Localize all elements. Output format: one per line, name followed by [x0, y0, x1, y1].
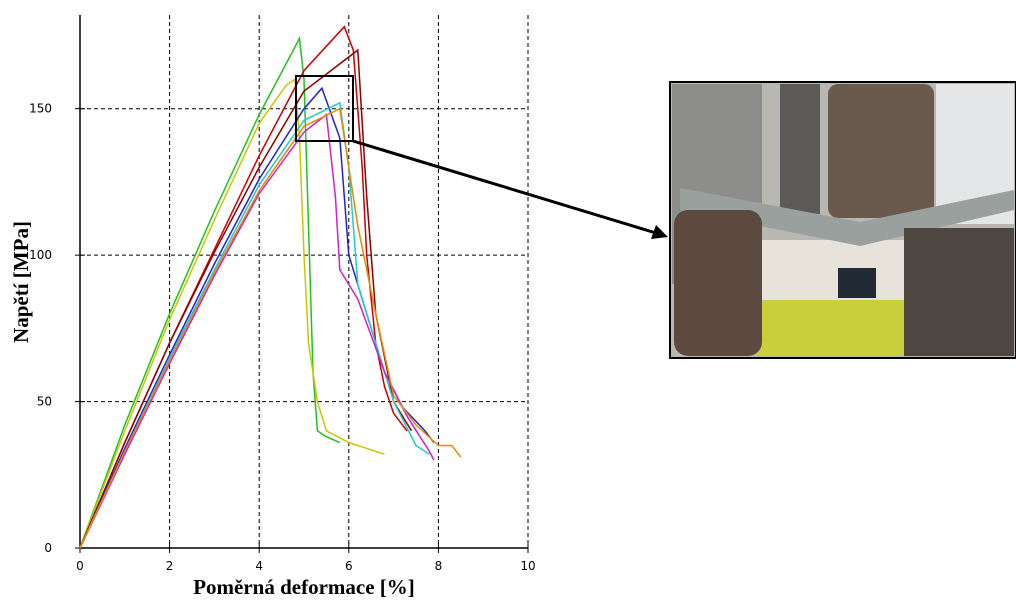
- x-tick-label: 4: [255, 559, 263, 573]
- photo-support: [904, 228, 1014, 356]
- y-axis-title: Napětí [MPa]: [9, 221, 33, 343]
- y-tick-label: 50: [37, 395, 52, 409]
- x-tick-label: 0: [76, 559, 84, 573]
- y-tick-label: 150: [29, 102, 52, 116]
- x-tick-label: 10: [520, 559, 535, 573]
- photo-grip: [828, 84, 934, 218]
- arrow: [352, 139, 657, 235]
- photo-inset: [669, 81, 1016, 359]
- y-tick-label: 100: [29, 248, 52, 262]
- data-line: [79, 101, 430, 549]
- data-line: [79, 78, 385, 549]
- photo-cabinet: [756, 300, 906, 356]
- data-line: [79, 86, 435, 549]
- photo-bg: [760, 240, 910, 300]
- photo-support: [674, 210, 762, 356]
- x-tick-label: 2: [166, 559, 174, 573]
- photo-column: [780, 84, 820, 214]
- x-axis-title: Poměrná deformace [%]: [193, 575, 415, 599]
- photo-object: [838, 268, 876, 298]
- data-line: [79, 35, 341, 549]
- zoom-box: [295, 75, 354, 142]
- x-tick-label: 8: [435, 559, 443, 573]
- data-line: [79, 107, 462, 549]
- y-tick-label: 0: [44, 541, 52, 555]
- data-line: [79, 113, 435, 549]
- arrow-head: [651, 225, 668, 239]
- x-tick-label: 6: [345, 559, 353, 573]
